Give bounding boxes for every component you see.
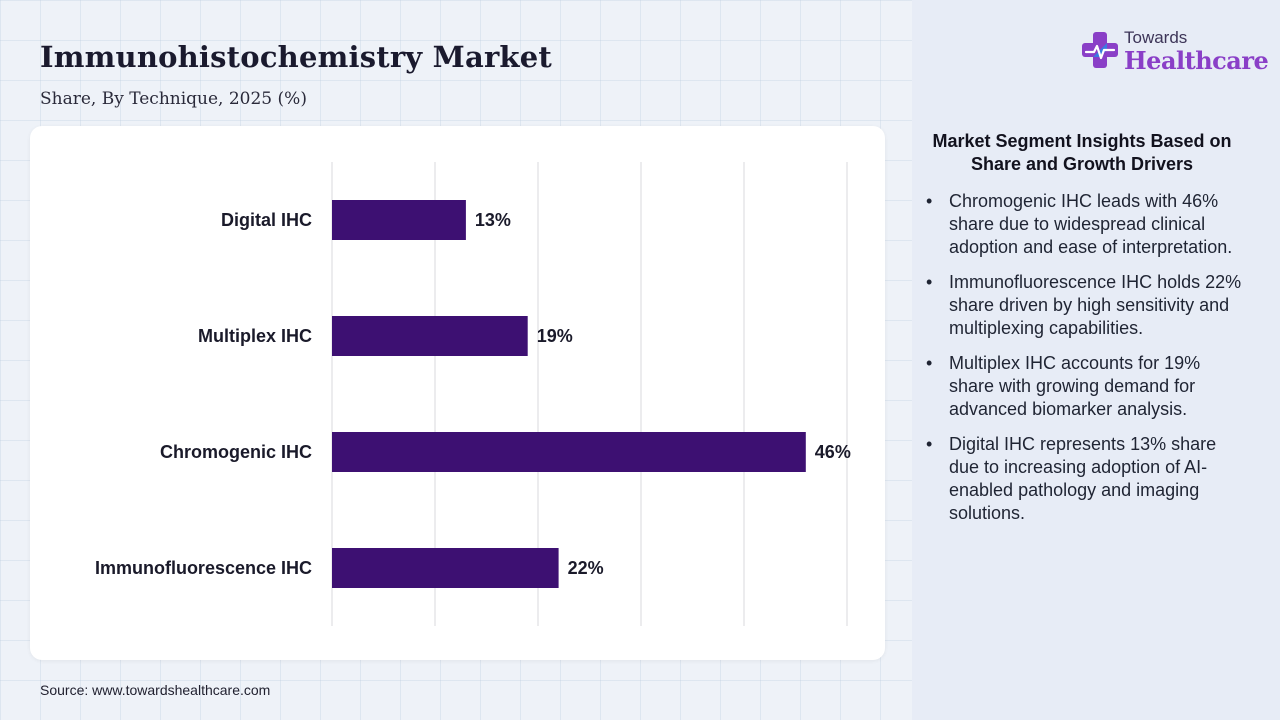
bullet-icon: •	[926, 353, 933, 373]
category-label: Digital IHC	[221, 210, 312, 230]
insight-item: • Chromogenic IHC leads with 46% share d…	[926, 190, 1246, 259]
insights-list: • Chromogenic IHC leads with 46% share d…	[926, 190, 1246, 537]
bar	[332, 200, 466, 240]
category-label: Immunofluorescence IHC	[95, 558, 312, 578]
data-label: 13%	[475, 210, 511, 230]
insight-item: • Immunofluorescence IHC holds 22% share…	[926, 271, 1246, 340]
bar	[332, 432, 806, 472]
medical-cross-icon	[1082, 32, 1118, 68]
insights-heading: Market Segment Insights Based on Share a…	[932, 131, 1232, 174]
insight-item: • Digital IHC represents 13% share due t…	[926, 433, 1246, 525]
data-label: 22%	[568, 558, 604, 578]
logo-text-towards: Towards	[1124, 28, 1188, 47]
category-label: Chromogenic IHC	[160, 442, 312, 462]
bullet-icon: •	[926, 434, 933, 454]
data-label: 46%	[815, 442, 851, 462]
bullet-icon: •	[926, 272, 933, 292]
category-label: Multiplex IHC	[198, 326, 312, 346]
bar-chart: Digital IHC 13% Multiplex IHC 19% Chromogeni…	[95, 162, 851, 626]
bar	[332, 316, 528, 356]
page-subtitle: Share, By Technique, 2025 (%)	[40, 89, 307, 109]
bar	[332, 548, 559, 588]
bullet-icon: •	[926, 191, 933, 211]
insight-text: Digital IHC represents 13% share due to …	[949, 434, 1217, 523]
logo-text-healthcare: Healthcare	[1124, 46, 1269, 75]
chart-card: Digital IHC 13% Multiplex IHC 19% Chromogeni…	[30, 126, 885, 660]
insight-text: Immunofluorescence IHC holds 22% share d…	[949, 272, 1242, 338]
data-label: 19%	[537, 326, 573, 346]
insights-panel	[912, 0, 1280, 720]
source-note: Source: www.towardshealthcare.com	[40, 682, 271, 698]
insight-item: • Multiplex IHC accounts for 19% share w…	[926, 352, 1246, 421]
page-title: Immunohistochemistry Market	[40, 40, 552, 74]
chart-section: Immunohistochemistry Market Share, By Te…	[30, 40, 885, 698]
towards-healthcare-logo: Towards Healthcare	[1080, 26, 1269, 82]
insight-text: Chromogenic IHC leads with 46% share due…	[949, 191, 1233, 257]
insight-text: Multiplex IHC accounts for 19% share wit…	[949, 353, 1201, 419]
